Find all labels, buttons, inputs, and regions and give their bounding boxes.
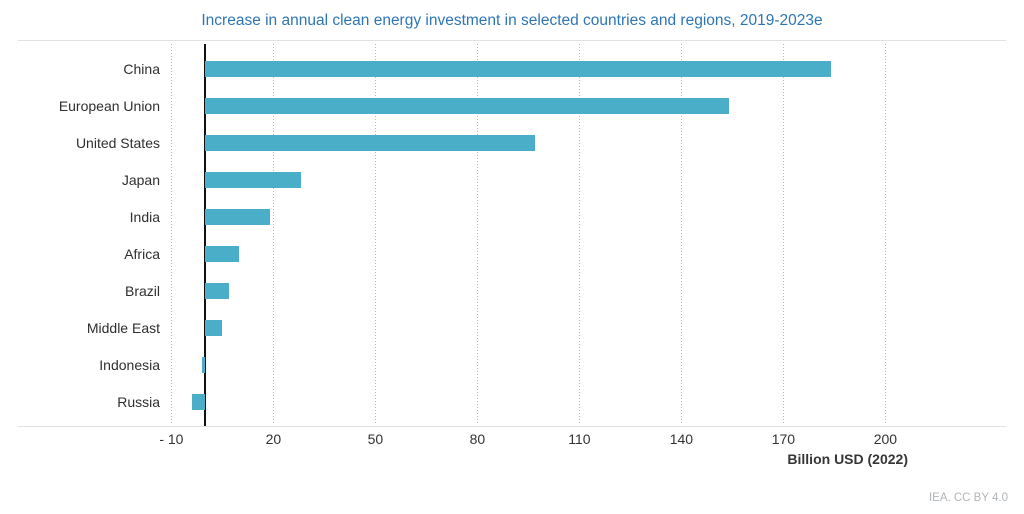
plot-bottom-border <box>18 426 1006 427</box>
plot-top-border <box>18 40 1006 41</box>
x-tick-label: 110 <box>568 431 591 447</box>
category-label: Middle East <box>86 320 160 336</box>
x-tick-label: 20 <box>265 431 282 447</box>
x-tick-label: 140 <box>669 431 694 447</box>
x-tick-label: 200 <box>873 431 898 447</box>
grid-line <box>578 44 580 424</box>
zero-axis-line <box>204 44 207 426</box>
grid-line <box>272 44 274 424</box>
bar-africa <box>205 246 240 262</box>
bar-european-union <box>205 98 729 114</box>
x-tick-label: 80 <box>469 431 486 447</box>
category-label: Russia <box>117 394 160 410</box>
chart-title: Increase in annual clean energy investme… <box>201 12 823 29</box>
x-axis-label: Billion USD (2022) <box>787 451 908 467</box>
x-tick-label: 170 <box>771 431 796 447</box>
x-tick-label: - 10 <box>159 431 184 447</box>
category-label: United States <box>75 135 160 151</box>
bar-indonesia <box>202 357 206 373</box>
x-tick-label: 50 <box>367 431 384 447</box>
category-label: Africa <box>124 246 160 262</box>
category-label: India <box>129 209 160 225</box>
category-label: Japan <box>121 172 160 188</box>
grid-line <box>374 44 376 424</box>
grid-line <box>884 44 886 424</box>
bar-india <box>205 209 270 225</box>
bar-russia <box>191 394 206 410</box>
grid-line <box>680 44 682 424</box>
category-label: Brazil <box>124 283 160 299</box>
grid-line <box>476 44 478 424</box>
category-label: China <box>123 61 160 77</box>
grid-line <box>170 44 172 424</box>
attribution-text: IEA. CC BY 4.0 <box>928 492 1008 504</box>
bar-china <box>205 61 831 77</box>
grid-line <box>782 44 784 424</box>
bar-middle-east <box>205 320 223 336</box>
bar-brazil <box>205 283 230 299</box>
bar-japan <box>205 172 301 188</box>
category-label: European Union <box>58 98 160 114</box>
bar-united-states <box>205 135 536 151</box>
category-label: Indonesia <box>99 357 160 373</box>
